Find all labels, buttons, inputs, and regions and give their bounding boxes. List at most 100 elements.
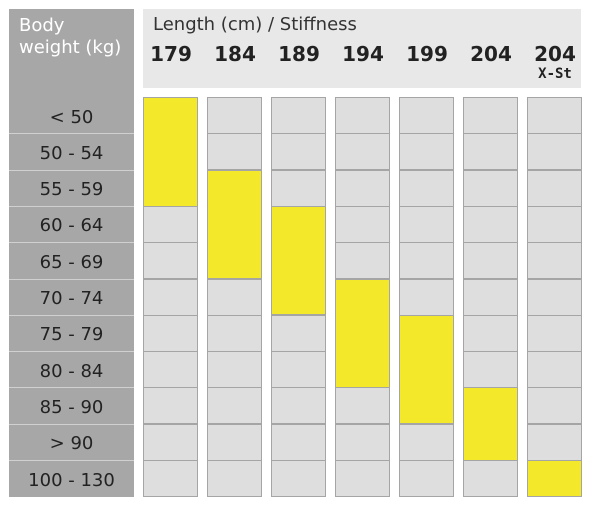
stiffness-label: X-St [538, 66, 572, 82]
grid-cell [527, 205, 582, 243]
grid-cell [335, 133, 390, 171]
grid-cell [143, 314, 198, 352]
grid-cell [463, 133, 518, 171]
grid-cell [463, 205, 518, 243]
grid-cell [399, 423, 454, 461]
length-label: 179 [150, 42, 192, 66]
recommended-range-highlight [527, 460, 582, 497]
weight-row-label: 75 - 79 [39, 324, 104, 346]
weight-column: Body weight (kg) < 50 50 - 54 55 - 59 60 - … [9, 9, 134, 497]
weight-row-label: 60 - 64 [39, 215, 104, 237]
grid-cell [207, 460, 262, 497]
weight-title-line1: Body [19, 15, 65, 36]
grid-cell [271, 423, 326, 461]
grid-cell [527, 387, 582, 425]
grid-cell [335, 242, 390, 280]
grid-cell [207, 278, 262, 316]
weight-row-label: 50 - 54 [39, 142, 104, 164]
weight-row-label: 100 - 130 [28, 469, 115, 491]
grid-cell [143, 351, 198, 389]
length-label: 184 [214, 42, 256, 66]
grid-cell [335, 205, 390, 243]
grid-cell [527, 97, 582, 134]
length-header: Length (cm) / Stiffness 179 184 189 194 199 2… [143, 9, 581, 88]
recommended-range-highlight [143, 97, 198, 207]
grid-cell [271, 387, 326, 425]
grid-cell [463, 460, 518, 497]
weight-row-label: 80 - 84 [39, 360, 104, 382]
grid-cell [527, 423, 582, 461]
length-title: Length (cm) / Stiffness [153, 14, 357, 35]
row-divider [9, 314, 134, 316]
grid-cell [335, 97, 390, 134]
grid-cell [527, 133, 582, 171]
grid-cell [143, 460, 198, 497]
grid-cell [335, 423, 390, 461]
row-divider [9, 278, 134, 280]
row-divider [9, 387, 134, 389]
grid-cell [143, 387, 198, 425]
weight-row-label: 55 - 59 [39, 179, 104, 201]
grid-cell [271, 460, 326, 497]
grid-cell [143, 278, 198, 316]
row-divider [9, 351, 134, 353]
grid-cell [271, 133, 326, 171]
grid-cell [335, 460, 390, 497]
length-label: 204 [470, 42, 512, 66]
row-divider [9, 133, 134, 135]
grid-cell [399, 242, 454, 280]
grid-cell [527, 351, 582, 389]
grid-cell [463, 242, 518, 280]
row-divider [9, 169, 134, 171]
length-label: 189 [278, 42, 320, 66]
grid-cell [399, 278, 454, 316]
recommended-range-highlight [271, 205, 326, 316]
weight-row-label: 85 - 90 [39, 396, 104, 418]
grid-cell [463, 278, 518, 316]
recommended-range-highlight [463, 387, 518, 461]
grid-cell [143, 205, 198, 243]
recommended-range-highlight [399, 314, 454, 425]
grid-cell [335, 169, 390, 207]
grid-cell [399, 133, 454, 171]
row-divider [9, 423, 134, 425]
grid-cell [399, 460, 454, 497]
grid-cell [527, 278, 582, 316]
grid-cell [399, 97, 454, 134]
grid-cell [271, 351, 326, 389]
grid-cell [463, 314, 518, 352]
row-divider [9, 205, 134, 207]
grid-cell [527, 314, 582, 352]
grid-cell [399, 169, 454, 207]
weight-column-header: Body weight (kg) [19, 15, 121, 59]
grid-cell [207, 314, 262, 352]
weight-title-line2: weight (kg) [19, 37, 122, 58]
grid-cell [207, 97, 262, 134]
grid-cell [207, 423, 262, 461]
weight-row-label: > 90 [49, 433, 94, 455]
grid-cell [271, 314, 326, 352]
grid-cell [143, 423, 198, 461]
grid-cell [527, 242, 582, 280]
grid-cell [271, 169, 326, 207]
grid-cell [399, 205, 454, 243]
weight-row-label: < 50 [49, 106, 94, 128]
grid-cell [463, 97, 518, 134]
length-label: 199 [406, 42, 448, 66]
weight-row-label: 70 - 74 [39, 288, 104, 309]
recommended-range-highlight [207, 169, 262, 280]
grid-cell [271, 97, 326, 134]
grid-cell [207, 351, 262, 389]
grid-cell [463, 169, 518, 207]
grid-cell [335, 387, 390, 425]
weight-row-label: 65 - 69 [39, 251, 104, 273]
grid-cell [143, 242, 198, 280]
grid-cell [207, 387, 262, 425]
row-divider [9, 460, 134, 461]
grid-cell [207, 133, 262, 171]
length-label: 204 [534, 42, 576, 66]
row-divider [9, 242, 134, 244]
length-label: 194 [342, 42, 384, 66]
recommended-range-highlight [335, 278, 390, 389]
grid-cell [463, 351, 518, 389]
